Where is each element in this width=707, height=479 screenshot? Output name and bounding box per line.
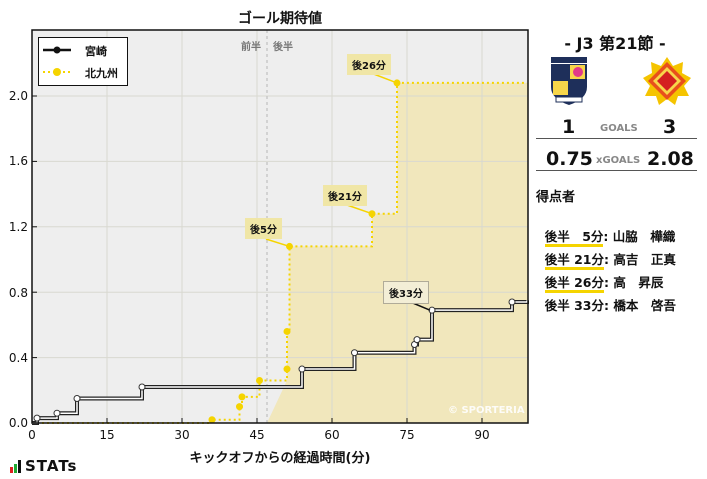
away-goals: 3 [663, 116, 677, 138]
scorer-row: 後半 26分: 高 昇辰 [536, 257, 664, 293]
first-half-label: 前半 [241, 42, 261, 53]
goal-annotation: 後5分 [245, 218, 282, 239]
second-half-label: 後半 [273, 42, 293, 53]
home-goals: 1 [562, 116, 576, 138]
scorers-title: 得点者 [536, 190, 576, 205]
legend-item-kitakyushu: 北九州 [39, 62, 127, 82]
y-tick: 0.0 [8, 416, 28, 430]
xgoals-label: xGOALS [596, 155, 641, 166]
home-xg: 0.75 [546, 148, 593, 170]
scorer-name: : 高 昇辰 [603, 275, 664, 290]
x-tick: 45 [249, 428, 265, 442]
goal-annotation: 後33分 [383, 281, 429, 304]
goal-annotation: 後21分 [323, 185, 367, 206]
away-xg: 2.08 [647, 148, 694, 170]
stats-logo: STATs [10, 457, 77, 475]
divider [536, 170, 697, 171]
match-title: - J3 第21節 - [564, 34, 666, 53]
scorer-time: 後半 26分 [544, 275, 604, 293]
divider [536, 138, 697, 139]
x-tick: 90 [474, 428, 490, 442]
y-tick: 1.2 [8, 220, 28, 234]
goal-annotation: 後26分 [347, 54, 391, 75]
scorer-time: 後半 5分 [544, 229, 604, 247]
legend-label: 北九州 [85, 67, 118, 80]
bar-chart-icon [10, 459, 21, 473]
chart-title: ゴール期待値 [238, 11, 322, 27]
y-tick: 0.4 [8, 351, 28, 365]
miyazaki-crest-icon [551, 57, 587, 105]
x-tick: 75 [399, 428, 415, 442]
x-axis-label: キックオフからの経過時間(分) [189, 451, 371, 466]
dotted-line-marker-icon [43, 68, 71, 76]
scorer-row: 後半 21分: 高吉 正真 [536, 234, 676, 270]
scorer-row: 後半 5分: 山脇 樺織 [536, 211, 676, 247]
x-tick: 60 [324, 428, 340, 442]
logo-text: STATs [25, 457, 78, 475]
x-tick: 30 [174, 428, 190, 442]
x-tick: 15 [99, 428, 115, 442]
scorer-time: 後半 21分 [544, 252, 604, 270]
scorer-name: : 橋本 啓吾 [603, 298, 676, 313]
x-tick: 0 [28, 428, 36, 442]
scorer-name: : 高吉 正真 [603, 252, 676, 267]
y-tick: 1.6 [8, 154, 28, 168]
goals-label: GOALS [600, 123, 638, 134]
scorer-row: 後半 33分: 橋本 啓吾 [536, 280, 676, 314]
scorer-name: : 山脇 樺織 [603, 229, 676, 244]
legend-item-miyazaki: 宮崎 [39, 40, 127, 60]
solid-line-marker-icon [43, 46, 71, 54]
kitakyushu-crest-icon [643, 57, 691, 105]
y-tick: 2.0 [8, 89, 28, 103]
copyright-text: © SPORTERIA [448, 405, 525, 416]
scorer-time: 後半 33分 [544, 298, 604, 313]
y-tick: 0.8 [8, 286, 28, 300]
legend-label: 宮崎 [85, 45, 107, 58]
chart-legend: 宮崎 北九州 [38, 37, 128, 86]
